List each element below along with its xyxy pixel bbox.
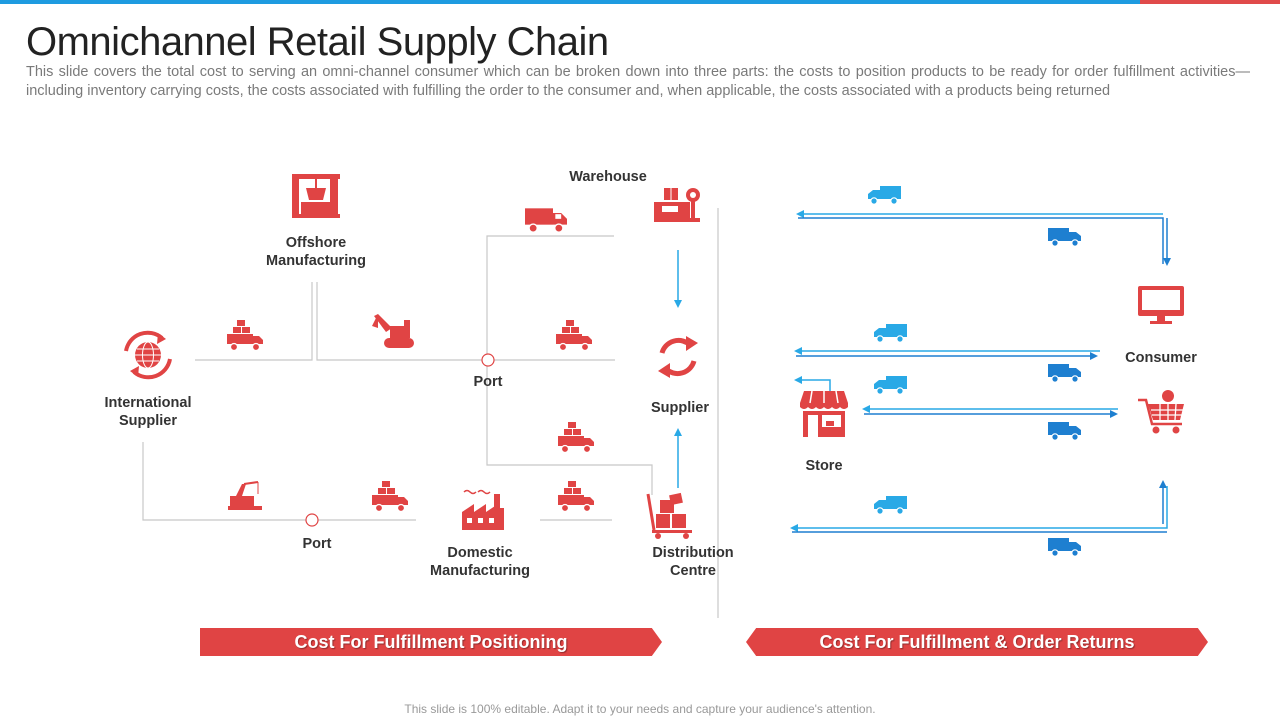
distribution-centre-label: Distribution Centre [652,545,734,579]
truck-boxes-icon [557,481,595,513]
supplier-label: Supplier [650,400,709,416]
monitor-icon [1138,286,1184,324]
international-supplier-label: International Supplier [104,395,192,429]
excavator-icon [372,314,414,348]
storefront-icon [800,390,848,437]
truck-boxes-icon [557,422,595,454]
store-label: Store [805,458,843,474]
factory-icon [462,489,504,530]
domestic-manufacturing-label: Domestic Manufacturing [430,545,530,579]
truck-boxes-icon [555,320,593,352]
footer-note: This slide is 100% editable. Adapt it to… [404,702,876,716]
globe-refresh-icon [124,330,172,380]
port-bottom-node [305,513,319,527]
port-top-node [481,353,495,367]
fulfillment-positioning-banner: Cost For Fulfillment Positioning [200,628,662,656]
connector-lines [142,208,719,618]
truck-icon [1047,421,1082,441]
page-title: Omnichannel Retail Supply Chain [26,20,609,64]
top-accent-bar-red [1140,0,1280,4]
truck-icon [1047,227,1082,247]
truck-icon [524,207,568,234]
truck-icon [1047,537,1082,557]
refresh-cycle-icon [658,336,698,378]
top-accent-bar-blue [0,0,1140,4]
fulfillment-returns-banner: Cost For Fulfillment & Order Returns [746,628,1208,656]
truck-icon [873,495,908,515]
truck-boxes-icon [371,481,409,513]
consumer-label: Consumer [1125,350,1197,366]
port-top-label: Port [473,374,503,390]
crane-icon [228,481,262,510]
scale-box-icon [654,188,700,222]
hand-truck-boxes-icon [646,492,692,539]
factory-crane-icon [292,174,340,218]
truck-icon [1047,363,1082,383]
page-subtitle: This slide covers the total cost to serv… [26,64,1250,99]
offshore-manufacturing-label: Offshore Manufacturing [266,235,366,269]
truck-icon [867,185,902,205]
return-flow-lines [790,210,1171,533]
truck-boxes-icon [226,320,264,352]
truck-icon [873,375,908,395]
shopping-cart-icon [1138,390,1184,434]
warehouse-label: Warehouse [569,169,647,185]
port-bottom-label: Port [302,536,332,552]
truck-icon [873,323,908,343]
